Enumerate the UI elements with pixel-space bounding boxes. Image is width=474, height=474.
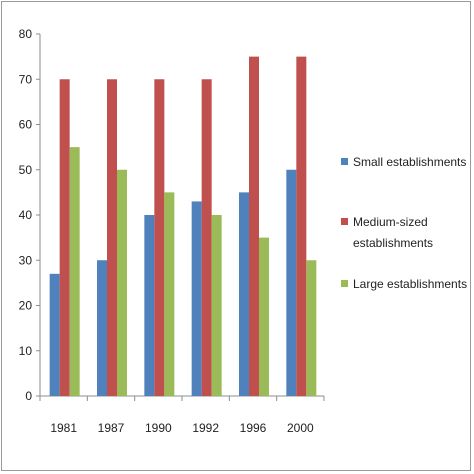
legend-label: establishments bbox=[353, 236, 433, 250]
legend-label: Medium-sized bbox=[353, 215, 428, 229]
x-tick-label: 2000 bbox=[287, 421, 314, 435]
x-tick-label: 1981 bbox=[50, 421, 77, 435]
y-tick-label: 80 bbox=[19, 27, 33, 41]
y-tick-label: 20 bbox=[19, 299, 33, 313]
bar-small-establishments-1981 bbox=[49, 273, 60, 396]
bar-large-establishments-1996 bbox=[259, 237, 269, 396]
y-tick-label: 70 bbox=[19, 72, 33, 86]
y-tick-label: 0 bbox=[25, 389, 32, 403]
x-tick-label: 1990 bbox=[145, 421, 172, 435]
y-axis: 0 10 20 30 40 50 60 70 80 bbox=[19, 27, 41, 403]
y-tick-label: 30 bbox=[19, 253, 33, 267]
bar-medium-sized-establishments-1981 bbox=[59, 79, 70, 396]
bar-medium-sized-establishments-1987 bbox=[107, 79, 117, 396]
bar-medium-sized-establishments-1996 bbox=[249, 56, 259, 396]
legend-label: Small establishments bbox=[353, 155, 466, 169]
x-axis: 1981 1987 1990 1992 1996 2000 bbox=[39, 395, 325, 435]
legend-swatch bbox=[341, 280, 348, 287]
bar-medium-sized-establishments-1990 bbox=[154, 79, 165, 396]
bar-small-establishments-2000 bbox=[286, 169, 297, 396]
bars bbox=[49, 56, 317, 396]
bar-medium-sized-establishments-1992 bbox=[201, 79, 212, 396]
bar-large-establishments-1992 bbox=[211, 215, 222, 396]
legend-label: Large establishments bbox=[353, 277, 467, 291]
legend: Small establishments Medium-sized establis… bbox=[341, 155, 467, 291]
bar-medium-sized-establishments-2000 bbox=[296, 56, 307, 396]
bar-small-establishments-1992 bbox=[191, 201, 202, 396]
legend-swatch bbox=[341, 218, 348, 225]
legend-swatch bbox=[341, 158, 348, 165]
bar-small-establishments-1996 bbox=[239, 192, 249, 396]
bar-small-establishments-1990 bbox=[144, 215, 155, 396]
bar-large-establishments-1981 bbox=[69, 147, 80, 396]
x-tick-label: 1992 bbox=[192, 421, 219, 435]
x-tick-label: 1987 bbox=[98, 421, 125, 435]
y-tick-label: 50 bbox=[19, 163, 33, 177]
y-tick-label: 40 bbox=[19, 208, 33, 222]
y-tick-label: 10 bbox=[19, 344, 33, 358]
y-tick-label: 60 bbox=[19, 118, 33, 132]
bar-large-establishments-1987 bbox=[117, 169, 127, 396]
bar-large-establishments-1990 bbox=[164, 192, 175, 396]
bar-large-establishments-2000 bbox=[306, 260, 317, 396]
bar-small-establishments-1987 bbox=[97, 260, 107, 396]
x-tick-label: 1996 bbox=[240, 421, 267, 435]
